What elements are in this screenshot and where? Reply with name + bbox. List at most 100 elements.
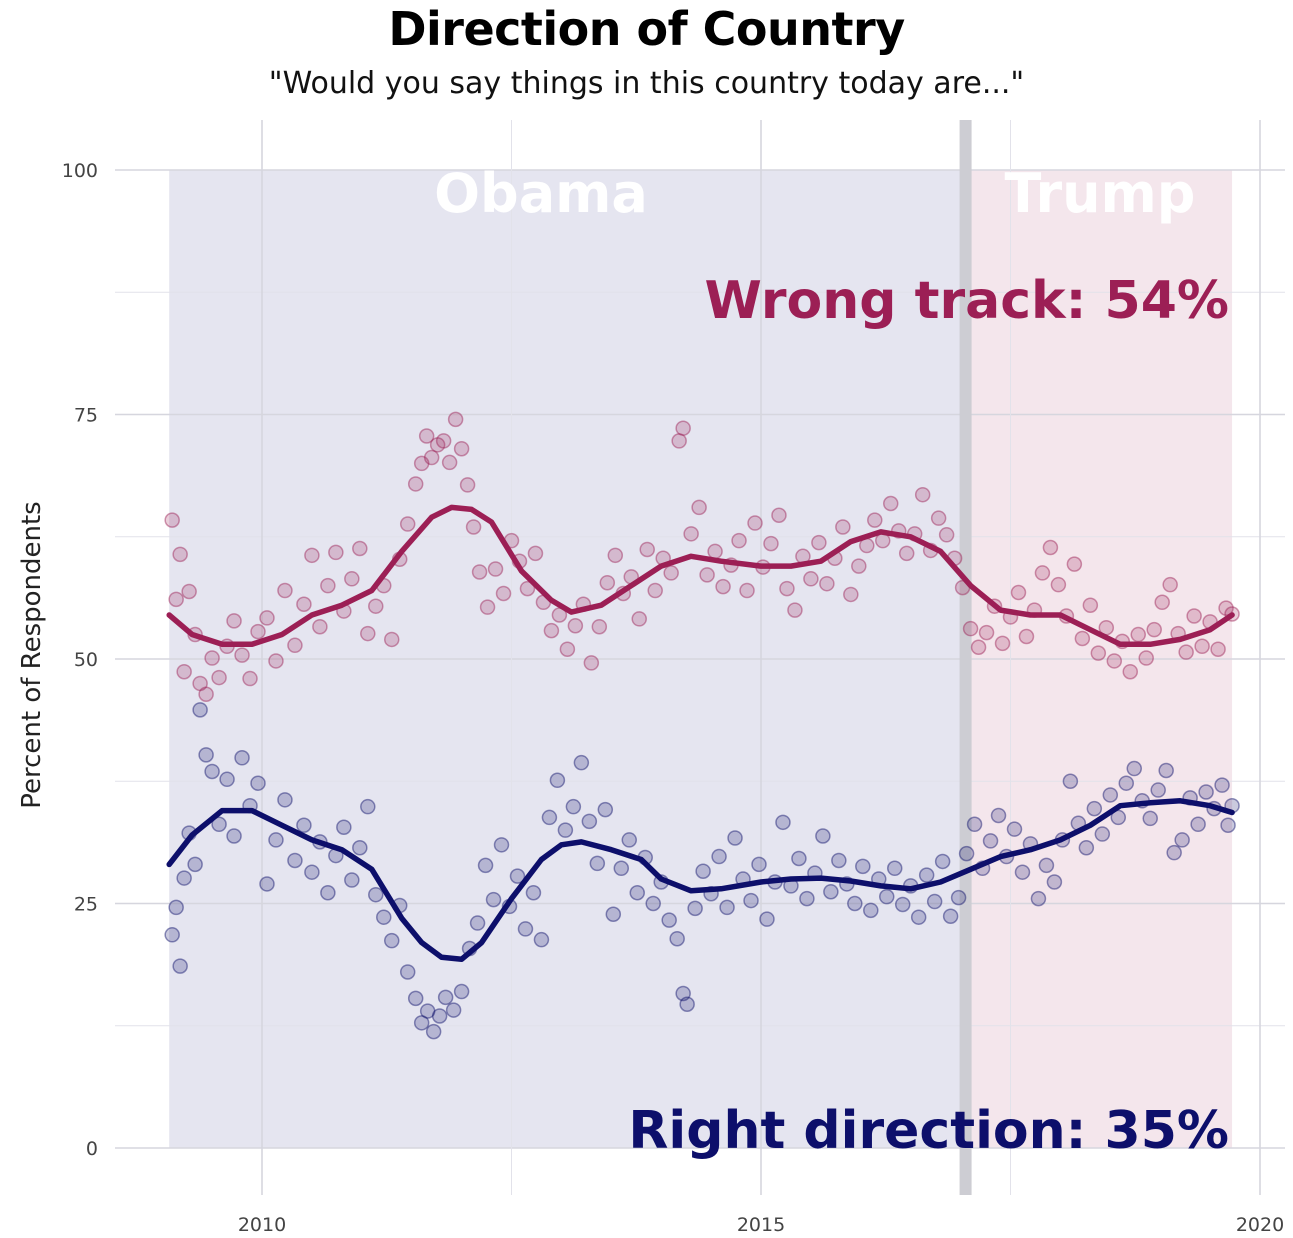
data-point [549,772,566,789]
data-point [383,631,400,648]
data-point [898,545,915,562]
data-point [429,437,446,453]
data-point [727,830,743,846]
data-point [950,889,967,906]
data-point [894,896,911,913]
data-point [1046,874,1063,890]
era-label-obama: Obama [434,162,648,225]
data-point [966,816,983,833]
data-point [1174,832,1190,848]
data-point [1118,775,1135,791]
data-point [863,902,879,919]
data-point [759,911,775,927]
data-point [168,591,184,608]
data-point [1146,621,1162,638]
data-point [581,813,598,830]
data-point [687,900,703,917]
data-point [192,702,208,718]
data-point [164,512,180,528]
data-point [407,990,424,1007]
data-point [198,686,214,702]
data-point [435,433,452,449]
data-point [978,624,995,641]
data-point [1102,787,1119,803]
data-point [336,819,352,835]
data-point [605,906,622,923]
data-point [287,852,303,869]
data-point [287,637,303,654]
chart-title: Direction of Country [388,2,905,56]
data-point [994,635,1011,652]
data-point [459,477,476,493]
data-point [763,535,779,552]
trend-line [166,798,1235,962]
data-point [645,895,661,912]
data-point [811,534,827,551]
data-point [958,845,975,862]
data-point [803,571,819,587]
data-point [855,858,871,875]
data-point [675,420,691,436]
data-point [423,449,440,466]
data-point [383,932,400,949]
data-point [739,582,755,599]
data-point [1082,597,1099,613]
data-point [629,884,645,901]
data-point [277,582,293,599]
data-point [791,850,807,867]
data-point [747,515,763,531]
data-point [1006,821,1023,837]
data-point [296,596,312,612]
data-point [663,565,679,581]
era-label-trump: Trump [1005,162,1196,225]
data-point [1050,576,1067,593]
data-point [731,532,747,549]
data-point [431,1008,448,1024]
data-point [320,577,336,594]
data-point [1214,777,1230,793]
data-point [519,580,536,597]
data-point [1162,576,1178,593]
data-point [631,611,647,627]
data-point [172,958,188,974]
data-point [219,771,235,788]
data-point [1218,600,1234,616]
data-point [707,543,723,560]
data-point [647,582,663,599]
data-point [192,675,208,692]
data-point [226,613,242,629]
data-point [485,891,502,908]
data-point [934,853,951,870]
data-point [441,454,458,471]
data-point [982,833,999,849]
data-point [1030,890,1047,907]
y-tick-label: 50 [74,649,98,671]
data-point [493,837,510,853]
data-point [1034,565,1051,581]
data-point [1018,628,1035,645]
data-point [187,856,203,873]
data-point [573,754,590,771]
data-point [1142,810,1158,827]
data-point [296,817,312,834]
data-point [1078,840,1095,856]
data-point [419,1003,436,1019]
data-point [1210,641,1226,657]
data-point [407,476,424,492]
data-point [234,647,250,663]
data-point [176,663,192,680]
data-point [517,921,534,937]
data-point [250,775,266,791]
data-point [799,890,815,907]
data-point [914,486,931,503]
data-point [1106,653,1123,669]
x-tick-label: 2015 [737,1214,785,1236]
data-point [815,828,831,844]
data-point [376,909,392,925]
data-point [204,763,220,780]
data-point [226,828,242,844]
data-point [671,433,687,449]
data-point [479,599,496,615]
data-point [360,625,376,642]
data-point [204,650,220,666]
